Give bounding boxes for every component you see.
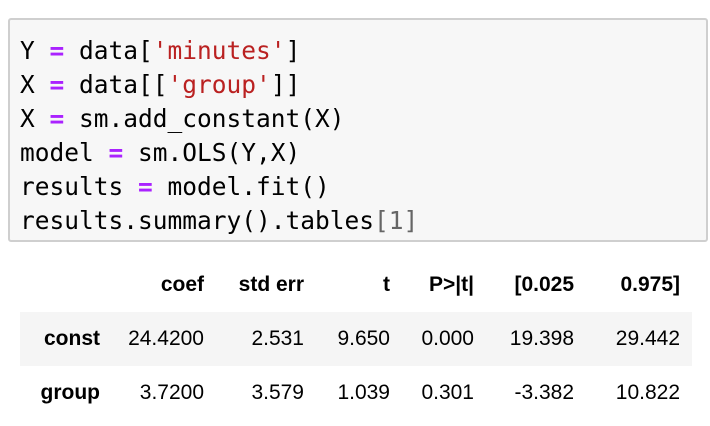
table-cell: 0.301: [421, 381, 474, 404]
table-cell: 1.039: [337, 381, 390, 404]
table-cell: 29.442: [615, 327, 680, 350]
table-cell: 9.650: [337, 327, 390, 350]
table-cell: 3.7200: [139, 381, 204, 404]
row-label: group: [40, 381, 100, 404]
table-row: group 3.7200 3.579 1.039 0.301 -3.382 10…: [20, 366, 692, 420]
assign-operator: =: [49, 36, 65, 65]
code-line: results = model.fit(): [20, 172, 330, 201]
code-line: Y = data['minutes']: [20, 36, 301, 65]
code-line: results.summary().tables[1]: [20, 206, 419, 235]
column-header: [0.025: [514, 273, 574, 296]
assign-operator: =: [108, 138, 124, 167]
column-header: P>|t|: [428, 273, 474, 296]
string-literal: 'minutes': [152, 36, 286, 65]
code-line: model = sm.OLS(Y,X): [20, 138, 301, 167]
table-cell: 2.531: [251, 327, 304, 350]
output-area: coef std err t P>|t| [0.025 0.975] const…: [20, 258, 692, 420]
string-literal: 'group': [167, 70, 271, 99]
row-label: const: [43, 327, 100, 350]
table-row: const 24.4200 2.531 9.650 0.000 19.398 2…: [20, 312, 692, 366]
column-header: std err: [238, 273, 304, 296]
assign-operator: =: [138, 172, 153, 201]
table-cell: 19.398: [509, 327, 574, 350]
assign-operator: =: [49, 70, 65, 99]
column-header: coef: [160, 273, 204, 296]
table-header-row: coef std err t P>|t| [0.025 0.975]: [20, 258, 692, 312]
table-cell: 10.822: [615, 381, 680, 404]
code-line: X = sm.add_constant(X): [20, 104, 345, 133]
table-cell: 24.4200: [128, 327, 204, 350]
table-cell: 3.579: [251, 381, 304, 404]
table-cell: 0.000: [421, 327, 474, 350]
regression-summary-table: coef std err t P>|t| [0.025 0.975] const…: [20, 258, 692, 420]
table-cell: -3.382: [514, 381, 574, 404]
number-literal: 1: [388, 206, 404, 235]
code-cell[interactable]: Y = data['minutes'] X = data[['group']] …: [8, 18, 708, 242]
column-header: 0.975]: [620, 273, 680, 296]
column-header: [20, 258, 112, 312]
code-line: X = data[['group']]: [20, 70, 301, 99]
column-header: t: [383, 273, 390, 296]
assign-operator: =: [49, 104, 65, 133]
